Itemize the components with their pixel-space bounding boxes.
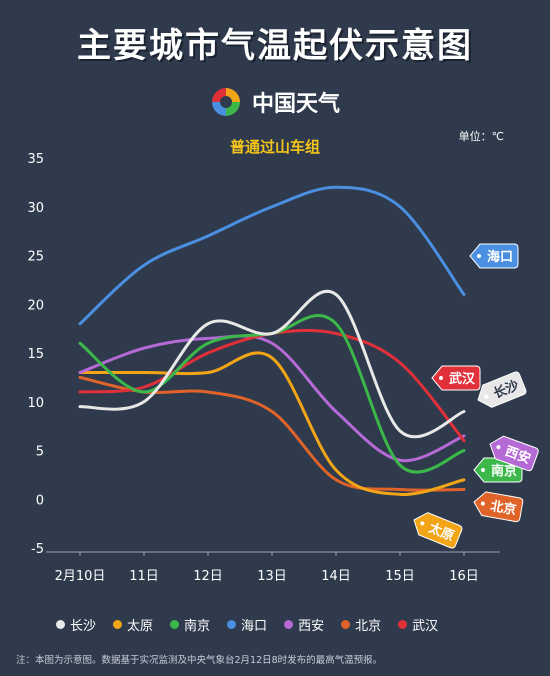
city-tag-西安: 西安 bbox=[489, 435, 539, 472]
chart-axes: -5 0 5 10 15 20 25 30 35 2月10日 11日 12日 13日 14日 15日 16日 bbox=[27, 152, 500, 584]
city-tag-海口: 海口 bbox=[469, 243, 519, 269]
y-tick-label: 30 bbox=[27, 201, 44, 216]
y-tick-label: 20 bbox=[27, 298, 44, 313]
brand: 中国天气 bbox=[208, 84, 340, 120]
x-tick-label: 13日 bbox=[257, 569, 287, 584]
legend-label: 武汉 bbox=[412, 619, 439, 634]
chart-title: 主要城市气温起伏示意图 bbox=[77, 26, 473, 66]
x-tick-label: 12日 bbox=[193, 569, 223, 584]
legend-dot-icon bbox=[398, 620, 408, 629]
y-tick-label: -5 bbox=[31, 542, 44, 557]
unit-label: 单位：℃ bbox=[458, 130, 504, 143]
legend-item-南京: 南京 bbox=[170, 615, 210, 634]
x-tick-label: 11日 bbox=[129, 569, 159, 584]
city-tag-label: 武汉 bbox=[449, 371, 476, 387]
city-tag-label: 北京 bbox=[489, 498, 517, 518]
legend-item-西安: 西安 bbox=[284, 615, 324, 634]
series-line-太原 bbox=[78, 351, 466, 496]
legend-dot-icon bbox=[284, 620, 294, 629]
city-tag-长沙: 长沙 bbox=[477, 371, 527, 408]
weather-logo-icon bbox=[212, 88, 240, 116]
city-tag-武汉: 武汉 bbox=[431, 365, 481, 391]
legend-label: 长沙 bbox=[70, 619, 97, 634]
legend-dot-icon bbox=[56, 620, 65, 629]
x-tick-label: 15日 bbox=[385, 569, 415, 584]
city-tag-太原: 太原 bbox=[413, 512, 463, 549]
legend-label: 南京 bbox=[184, 619, 211, 634]
brand-name: 中国天气 bbox=[252, 92, 341, 117]
y-tick-label: 25 bbox=[27, 250, 44, 265]
series-line-海口 bbox=[78, 185, 466, 326]
legend-item-太原: 太原 bbox=[113, 615, 153, 634]
x-tick-label: 14日 bbox=[321, 569, 351, 584]
legend-dot-icon bbox=[170, 620, 180, 629]
y-tick-label: 15 bbox=[27, 347, 44, 362]
legend-item-海口: 海口 bbox=[227, 615, 267, 634]
legend-item-北京: 北京 bbox=[341, 615, 381, 634]
chart-subtitle: 普通过山车组 bbox=[229, 138, 320, 156]
legend: 长沙 太原 南京 海口 西安 北京 武汉 bbox=[56, 615, 438, 634]
legend-dot-icon bbox=[113, 620, 123, 629]
footnote: 注：本图为示意图。数据基于实况监测及中央气象台2月12日8时发布的最高气温预报。 bbox=[16, 655, 383, 666]
series-line-武汉 bbox=[78, 328, 466, 443]
series-line-西安 bbox=[78, 334, 466, 463]
legend-dot-icon bbox=[227, 620, 237, 629]
legend-label: 海口 bbox=[241, 619, 268, 634]
x-tick-label: 16日 bbox=[449, 569, 479, 584]
legend-item-武汉: 武汉 bbox=[398, 615, 438, 634]
y-tick-label: 35 bbox=[27, 152, 44, 167]
city-tag-北京: 北京 bbox=[473, 491, 524, 523]
legend-label: 北京 bbox=[355, 619, 382, 634]
legend-label: 西安 bbox=[298, 619, 325, 634]
city-tag-label: 南京 bbox=[491, 463, 517, 479]
y-tick-label: 0 bbox=[36, 493, 44, 508]
legend-label: 太原 bbox=[127, 619, 154, 634]
y-tick-label: 10 bbox=[27, 396, 44, 411]
legend-dot-icon bbox=[341, 620, 351, 629]
chart-lines bbox=[78, 185, 466, 496]
legend-item-长沙: 长沙 bbox=[56, 615, 96, 634]
city-tag-label: 海口 bbox=[487, 249, 513, 265]
y-tick-label: 5 bbox=[36, 445, 44, 460]
series-line-南京 bbox=[78, 314, 466, 474]
series-line-长沙 bbox=[78, 290, 466, 439]
x-tick-label: 2月10日 bbox=[55, 569, 106, 584]
